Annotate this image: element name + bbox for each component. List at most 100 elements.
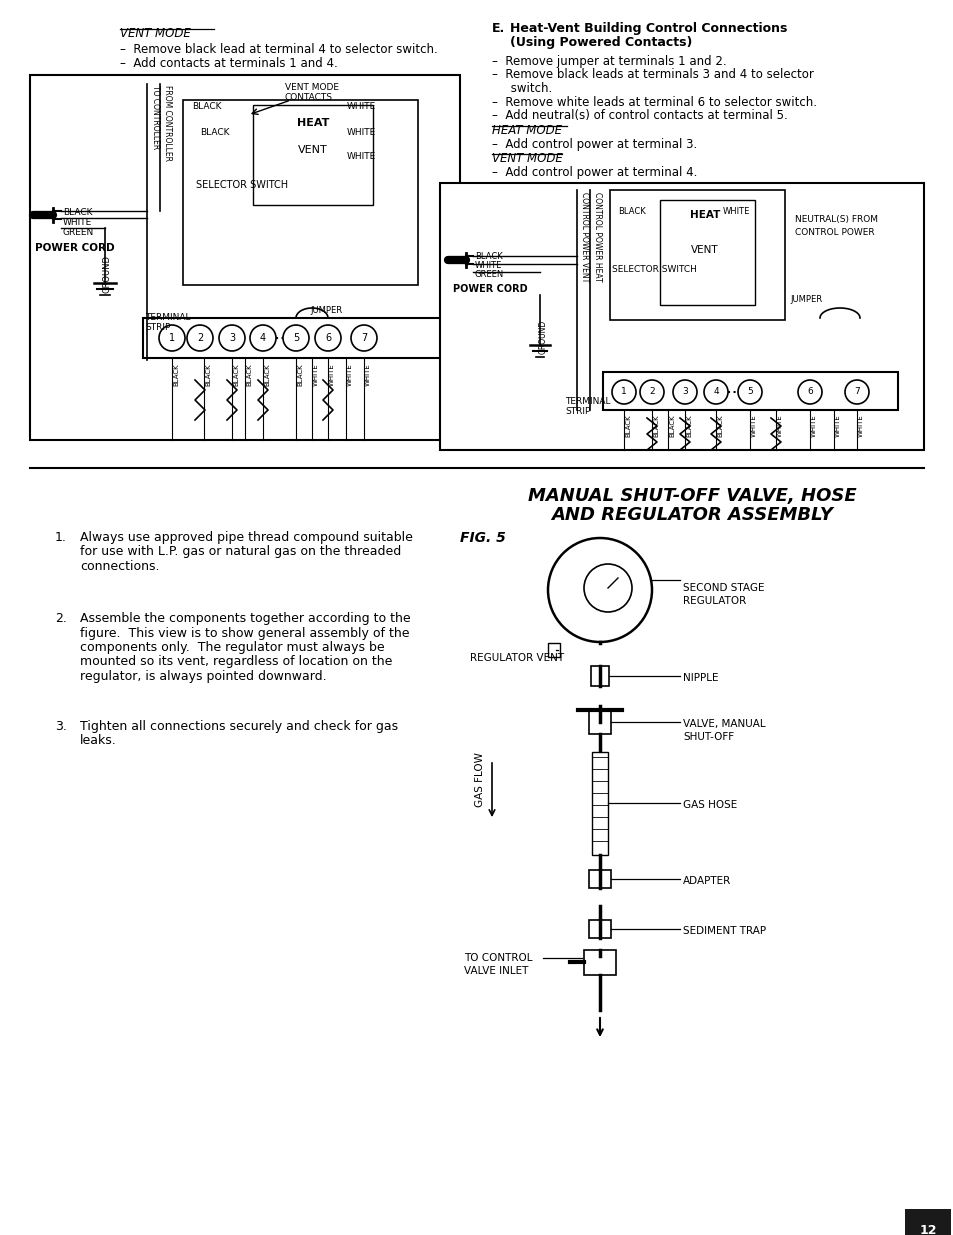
Text: WHITE: WHITE [365,363,371,385]
Text: VENT: VENT [297,144,328,156]
Bar [183,100,417,285]
Text: ADAPTER: ADAPTER [682,876,731,885]
Text: WHITE: WHITE [347,152,375,161]
Bar [588,710,610,734]
Text: BLACK: BLACK [624,414,630,437]
Text: WHITE: WHITE [776,414,782,437]
Circle shape [583,564,631,613]
Text: 3.: 3. [55,720,67,734]
Text: BLACK: BLACK [685,414,691,437]
Circle shape [219,325,245,351]
Text: GAS HOSE: GAS HOSE [682,800,737,810]
Text: POWER CORD: POWER CORD [453,284,527,294]
Circle shape [797,380,821,404]
Text: GAS FLOW: GAS FLOW [475,752,484,808]
Bar [602,372,897,410]
Bar [30,75,459,440]
Text: FROM CONTROLLER: FROM CONTROLLER [163,85,172,161]
Text: WHITE: WHITE [63,219,92,227]
Text: BLACK: BLACK [264,363,270,385]
Text: CONTROL POWER HEAT: CONTROL POWER HEAT [593,191,601,282]
Text: 2.: 2. [55,613,67,625]
Text: WHITE: WHITE [750,414,757,437]
Text: HEAT MODE: HEAT MODE [492,124,561,137]
Text: SELECTOR SWITCH: SELECTOR SWITCH [195,180,288,190]
Circle shape [672,380,697,404]
Text: HEAT: HEAT [296,119,329,128]
Text: BLACK: BLACK [205,363,211,385]
Text: E.: E. [492,22,505,35]
Bar [590,666,608,685]
Text: 7: 7 [853,388,859,396]
Text: WHITE: WHITE [834,414,841,437]
Text: components only.  The regulator must always be: components only. The regulator must alwa… [80,641,384,655]
Text: WHITE: WHITE [810,414,816,437]
Circle shape [250,325,275,351]
Circle shape [187,325,213,351]
Text: WHITE: WHITE [329,363,335,385]
Bar [904,1209,950,1235]
Text: –  Add contacts at terminals 1 and 4.: – Add contacts at terminals 1 and 4. [120,57,337,70]
Text: –  Remove black leads at terminals 3 and 4 to selector: – Remove black leads at terminals 3 and … [492,68,813,82]
Text: VENT MODE: VENT MODE [120,27,191,40]
Bar [439,183,923,450]
Text: GROUND: GROUND [537,320,547,354]
Text: BLACK: BLACK [233,363,239,385]
Text: VENT MODE: VENT MODE [492,152,562,165]
Text: 6: 6 [325,333,331,343]
Text: TO CONTROL: TO CONTROL [463,953,532,963]
Text: WHITE: WHITE [347,128,375,137]
Text: TERMINAL
STRIP: TERMINAL STRIP [145,312,191,332]
Text: figure.  This view is to show general assembly of the: figure. This view is to show general ass… [80,626,409,640]
Text: connections.: connections. [80,559,159,573]
Circle shape [547,538,651,642]
Text: WHITE: WHITE [347,103,375,111]
Text: 7: 7 [360,333,367,343]
Text: –  Remove black lead at terminal 4 to selector switch.: – Remove black lead at terminal 4 to sel… [120,43,437,56]
Text: 5: 5 [293,333,299,343]
Bar [547,643,559,657]
Circle shape [844,380,868,404]
Text: REGULATOR: REGULATOR [682,597,745,606]
Text: BLACK: BLACK [618,207,645,216]
Text: BLACK: BLACK [717,414,722,437]
Text: NIPPLE: NIPPLE [682,673,718,683]
Text: Heat-Vent Building Control Connections: Heat-Vent Building Control Connections [510,22,786,35]
Text: SHUT-OFF: SHUT-OFF [682,732,734,742]
Text: SECOND STAGE: SECOND STAGE [682,583,763,593]
Text: BLACK: BLACK [246,363,252,385]
Text: JUMPER: JUMPER [310,306,342,315]
Circle shape [703,380,727,404]
Text: CONTACTS: CONTACTS [285,93,333,103]
Text: –  Add control power at terminal 4.: – Add control power at terminal 4. [492,165,697,179]
Text: BLACK: BLACK [63,207,92,217]
Text: 2: 2 [648,388,654,396]
Text: CONTROL POWER: CONTROL POWER [794,228,874,237]
Text: 12: 12 [919,1224,936,1235]
Text: SELECTOR SWITCH: SELECTOR SWITCH [612,266,696,274]
Circle shape [159,325,185,351]
Text: leaks.: leaks. [80,735,116,747]
Text: GREEN: GREEN [63,228,94,237]
Text: WHITE: WHITE [722,207,750,216]
Text: BLACK: BLACK [172,363,179,385]
Text: mounted so its vent, regardless of location on the: mounted so its vent, regardless of locat… [80,656,392,668]
Text: VENT MODE: VENT MODE [285,83,338,91]
Text: –  Remove white leads at terminal 6 to selector switch.: – Remove white leads at terminal 6 to se… [492,95,816,109]
Text: GREEN: GREEN [475,270,504,279]
Text: BLACK: BLACK [296,363,303,385]
Text: 1: 1 [620,388,626,396]
Text: FIG. 5: FIG. 5 [459,531,505,545]
Circle shape [738,380,761,404]
Text: 3: 3 [229,333,234,343]
Text: Assemble the components together according to the: Assemble the components together accordi… [80,613,410,625]
Text: –  Add neutral(s) of control contacts at terminal 5.: – Add neutral(s) of control contacts at … [492,109,787,122]
Text: (Using Powered Contacts): (Using Powered Contacts) [510,36,692,49]
Text: HEAT: HEAT [689,210,720,220]
Circle shape [639,380,663,404]
Text: BLACK: BLACK [668,414,675,437]
Text: 4: 4 [259,333,266,343]
Bar [588,920,610,939]
Text: 1: 1 [169,333,175,343]
Bar [592,752,607,855]
